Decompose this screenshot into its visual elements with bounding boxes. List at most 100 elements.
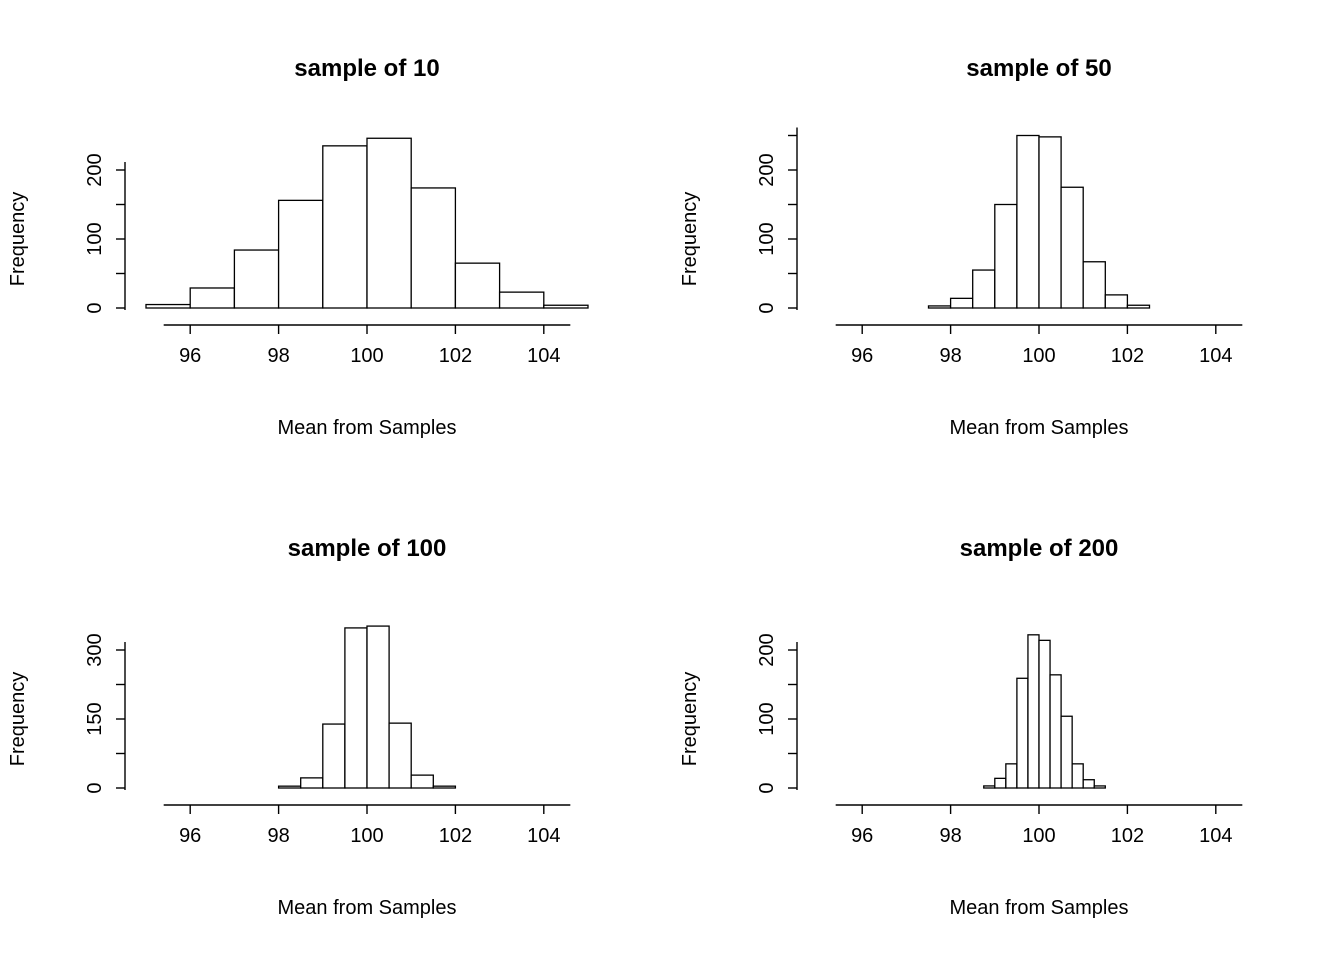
- x-tick-label: 98: [267, 825, 289, 847]
- histogram-bar: [1038, 639, 1051, 789]
- histogram-panel-sample-10: sample of 10 Frequency Mean from Samples…: [0, 0, 672, 480]
- histogram-bar: [994, 203, 1018, 309]
- histogram-bar: [410, 187, 457, 309]
- x-axis-label: Mean from Samples: [278, 417, 457, 439]
- chart-title: sample of 200: [960, 535, 1119, 562]
- histogram-panel-sample-100: sample of 100 Frequency Mean from Sample…: [0, 480, 672, 960]
- y-tick-label: 0: [84, 302, 106, 313]
- histogram-bar: [432, 785, 457, 789]
- histogram-bar: [927, 305, 952, 309]
- x-tick-label: 102: [439, 345, 472, 367]
- histogram-panel-sample-50: sample of 50 Frequency Mean from Samples…: [672, 0, 1344, 480]
- histogram-bar: [388, 722, 412, 789]
- y-tick-label: 300: [84, 633, 106, 666]
- y-axis-label: Frequency: [7, 192, 29, 287]
- histogram-bar: [366, 137, 412, 309]
- y-axis-label: Frequency: [679, 672, 701, 767]
- y-tick-label: 0: [84, 782, 106, 793]
- x-axis-label: Mean from Samples: [278, 897, 457, 919]
- x-axis: 96 98 100 102 104: [163, 324, 571, 367]
- histogram-bar: [1049, 674, 1062, 789]
- y-axis: 0 100 200: [756, 127, 798, 314]
- y-axis: 0 100 200: [84, 153, 126, 314]
- histogram-bar: [1082, 779, 1095, 789]
- x-axis-label: Mean from Samples: [950, 417, 1129, 439]
- x-tick-label: 104: [1199, 345, 1232, 367]
- y-tick-label: 0: [756, 302, 778, 313]
- x-axis: 96 98 100 102 104: [835, 324, 1243, 367]
- y-tick-label: 100: [756, 222, 778, 255]
- histogram-bar: [1093, 785, 1106, 789]
- y-tick-label: 200: [756, 153, 778, 186]
- histogram-bar: [1104, 294, 1129, 309]
- x-tick-label: 96: [851, 825, 873, 847]
- y-tick-label: 200: [84, 153, 106, 186]
- x-tick-label: 98: [267, 345, 289, 367]
- histogram-bar: [322, 145, 368, 309]
- x-tick-label: 96: [179, 825, 201, 847]
- histogram-bar: [543, 304, 589, 309]
- histogram-bar: [454, 262, 501, 309]
- histogram-bar: [994, 777, 1007, 789]
- x-tick-label: 100: [350, 345, 383, 367]
- histogram-bars: [277, 625, 457, 789]
- chart-title: sample of 10: [294, 55, 439, 82]
- histogram-bar: [1126, 304, 1151, 309]
- chart-title: sample of 50: [966, 55, 1111, 82]
- histogram-bar: [189, 287, 236, 309]
- y-tick-label: 200: [756, 633, 778, 666]
- histogram-bars: [927, 134, 1151, 309]
- x-tick-label: 104: [527, 345, 560, 367]
- x-tick-label: 98: [939, 345, 961, 367]
- histogram-bar: [1071, 763, 1084, 789]
- y-tick-label: 0: [756, 782, 778, 793]
- histogram-bar: [498, 291, 545, 309]
- x-tick-label: 100: [350, 825, 383, 847]
- x-tick-label: 102: [1111, 345, 1144, 367]
- histogram-bar: [1060, 186, 1084, 309]
- histogram-bar: [277, 199, 324, 309]
- x-axis: 96 98 100 102 104: [163, 804, 571, 847]
- x-tick-label: 104: [1199, 825, 1232, 847]
- histogram-bar: [322, 723, 346, 789]
- histogram-bar: [145, 303, 191, 309]
- histogram-bar: [1016, 677, 1029, 789]
- histogram-bar: [277, 785, 302, 789]
- y-axis: 0 150 300: [84, 633, 126, 794]
- x-tick-label: 100: [1022, 345, 1055, 367]
- y-tick-label: 100: [756, 702, 778, 735]
- histogram-bar: [1005, 763, 1018, 789]
- x-tick-label: 96: [851, 345, 873, 367]
- histogram-bar: [1027, 634, 1040, 789]
- x-tick-label: 96: [179, 345, 201, 367]
- histogram-bar: [983, 785, 996, 789]
- histogram-bar: [366, 625, 390, 789]
- histogram-bar: [344, 627, 368, 789]
- y-axis-label: Frequency: [679, 192, 701, 287]
- histogram-bar: [1060, 715, 1073, 789]
- x-tick-label: 98: [939, 825, 961, 847]
- x-tick-label: 100: [1022, 825, 1055, 847]
- x-tick-label: 102: [1111, 825, 1144, 847]
- x-tick-label: 102: [439, 825, 472, 847]
- histogram-bar: [300, 777, 324, 789]
- histogram-bar: [1038, 136, 1062, 309]
- x-tick-label: 104: [527, 825, 560, 847]
- y-axis-label: Frequency: [7, 672, 29, 767]
- histogram-bars: [145, 137, 589, 309]
- histogram-panel-sample-200: sample of 200 Frequency Mean from Sample…: [672, 480, 1344, 960]
- histogram-bars: [983, 634, 1106, 789]
- y-tick-label: 150: [84, 702, 106, 735]
- histogram-bar: [972, 269, 996, 309]
- histogram-bar: [949, 297, 974, 309]
- chart-title: sample of 100: [288, 535, 447, 562]
- y-axis: 0 100 200: [756, 633, 798, 794]
- histogram-bar: [233, 249, 280, 309]
- x-axis: 96 98 100 102 104: [835, 804, 1243, 847]
- histogram-bar: [1016, 134, 1040, 309]
- histogram-bar: [410, 774, 434, 789]
- y-tick-label: 100: [84, 222, 106, 255]
- x-axis-label: Mean from Samples: [950, 897, 1129, 919]
- histogram-bar: [1082, 261, 1106, 309]
